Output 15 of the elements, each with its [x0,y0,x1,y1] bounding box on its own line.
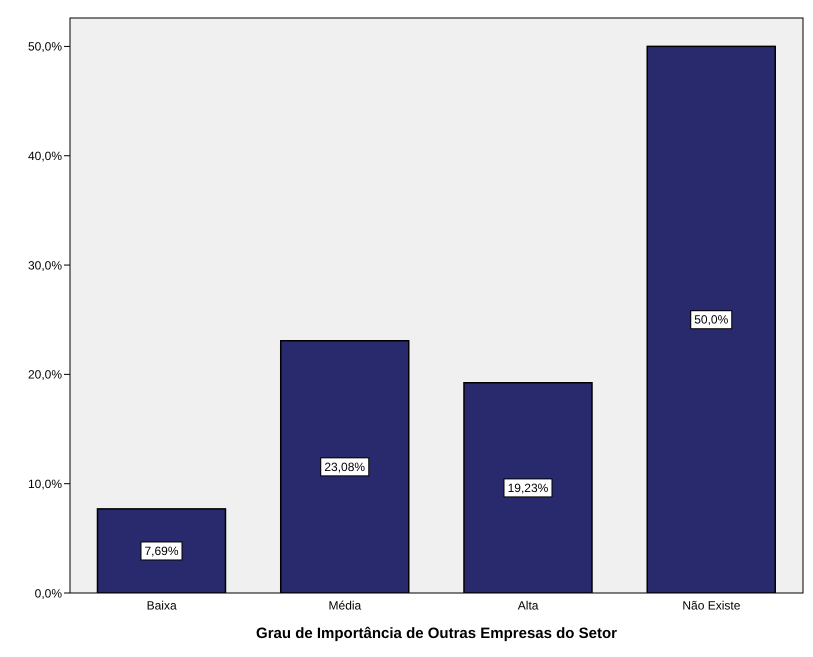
data-label: 50,0% [694,312,729,327]
y-tick-label: 50,0% [28,40,62,54]
y-tick-label: 20,0% [28,368,62,382]
y-tick-label: 10,0% [28,476,62,491]
x-axis-title: Grau de Importância de Outras Empresas do Setor [256,625,618,642]
x-tick-label: Média [328,598,362,613]
data-label: 7,69% [144,544,179,558]
x-tick-label: Não Existe [682,598,741,613]
x-tick-label: Alta [518,598,539,613]
y-tick-label: 30,0% [28,258,62,272]
y-tick-label: 0,0% [34,586,62,600]
data-label: 23,08% [324,460,366,474]
data-label: 19,23% [508,480,549,495]
x-tick-label: Baixa [146,598,177,613]
y-tick-label: 40,0% [28,149,62,163]
